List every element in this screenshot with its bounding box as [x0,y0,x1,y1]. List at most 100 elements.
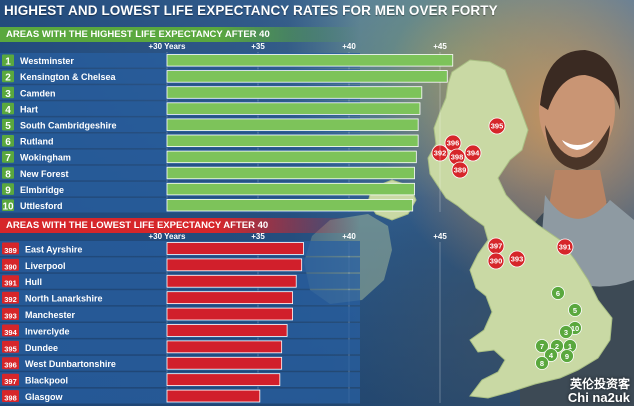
rank-badge [2,242,19,255]
high-area-marker [551,286,565,300]
area-name-label: Rutland [20,137,54,147]
low-area-marker-label: 397 [490,242,503,251]
watermark: 英伦投资客 Chi na2uk [568,377,630,405]
area-name-label: Camden [20,88,56,98]
value-bar [166,150,417,164]
rank-badge [2,118,14,131]
watermark-line-1: 英伦投资客 [569,377,630,391]
value-bar [166,242,304,255]
rank-label: 4 [5,105,11,116]
rank-badge [2,183,14,195]
low-area-marker [487,252,505,270]
low-area-marker-label: 391 [559,243,572,252]
low-area-marker-label: 393 [511,255,524,264]
rank-badge [2,86,14,99]
value-bar [166,258,303,272]
area-name-label: New Forest [20,169,69,179]
highest-bar-chart: +30 Years +35 +40 +45 1 Westminster 2 Kensingto… [0,42,454,213]
rank-badge [2,167,14,179]
rank-badge [2,373,19,386]
rank-badge [2,275,19,288]
rank-label: 392 [4,295,17,304]
value-bar [166,86,423,99]
value-bar [166,274,297,288]
low-area-marker [488,117,506,135]
rank-badge [2,102,14,115]
high-area-marker-label: 5 [573,306,577,315]
area-name-label: East Ayrshire [25,244,82,254]
value-bar [166,102,421,115]
value-bar [166,324,288,337]
low-area-marker-label: 395 [491,122,504,131]
value-bar [166,70,448,83]
value-bar [166,198,414,212]
high-area-marker-label: 9 [565,352,569,361]
high-area-marker [560,349,574,363]
high-area-marker-label: 1 [568,342,572,351]
low-area-marker [508,250,526,268]
lowest-section-header: AREAS WITH THE LOWEST LIFE EXPECTANCY AF… [0,218,360,233]
value-bar [166,389,261,403]
page-title: HIGHEST AND LOWEST LIFE EXPECTANCY RATES… [4,3,498,18]
area-name-label: Kensington & Chelsea [20,72,117,82]
rank-badge [2,357,19,370]
value-bar [166,356,283,370]
tick-label: +35 [251,232,265,241]
rank-label: 396 [4,361,17,370]
area-name-label: Uttlesford [20,201,63,211]
rank-badge [2,70,14,83]
area-name-label: Manchester [25,310,76,320]
area-name-label: West Dunbartonshire [25,359,116,369]
rank-label: 393 [4,312,17,321]
value-bar [166,134,419,148]
low-area-marker-label: 396 [447,139,460,148]
low-area-marker-label: 394 [467,149,480,158]
high-area-marker [544,348,558,362]
area-name-label: Westminster [20,56,74,66]
area-name-label: Liverpool [25,261,66,271]
value-bar [166,291,293,305]
rank-label: 6 [5,137,11,148]
area-name-label: Glasgow [25,392,64,402]
rank-label: 394 [4,328,17,337]
low-area-marker-label: 398 [451,153,464,162]
rank-label: 5 [5,121,11,132]
rank-badge [2,199,14,211]
rank-badge [2,308,19,320]
rank-label: 395 [4,344,17,353]
low-area-marker-label: 390 [490,257,503,266]
tick-label: +45 [433,42,447,51]
rank-badge [2,340,19,353]
low-area-marker [464,144,482,162]
area-name-label: North Lanarkshire [25,294,103,304]
high-area-marker [535,339,549,353]
low-area-marker [431,144,449,162]
high-area-marker-label: 10 [571,324,579,333]
tick-label: +40 [342,42,356,51]
area-name-label: South Cambridgeshire [20,121,117,131]
tick-label: +45 [433,232,447,241]
rank-badge [2,54,14,67]
rank-label: 7 [5,153,11,164]
rank-badge [2,390,19,402]
low-area-marker-label: 389 [454,166,467,175]
high-area-marker-label: 6 [556,289,560,298]
area-name-label: Elmbridge [20,185,64,195]
area-name-label: Hart [20,104,38,114]
rank-label: 2 [5,73,11,84]
area-name-label: Wokingham [20,153,71,163]
value-bar [166,182,415,196]
rank-badge [2,135,14,147]
rank-label: 1 [5,57,11,68]
rank-label: 389 [4,246,17,255]
high-area-marker-label: 3 [564,328,568,337]
rank-badge [2,258,19,271]
high-area-marker-label: 4 [549,351,554,360]
high-area-marker [559,325,573,339]
high-area-marker [568,303,582,317]
rank-badge [2,324,19,337]
tick-label: +35 [251,42,265,51]
high-area-marker-label: 2 [555,342,559,351]
value-bar [166,166,415,180]
